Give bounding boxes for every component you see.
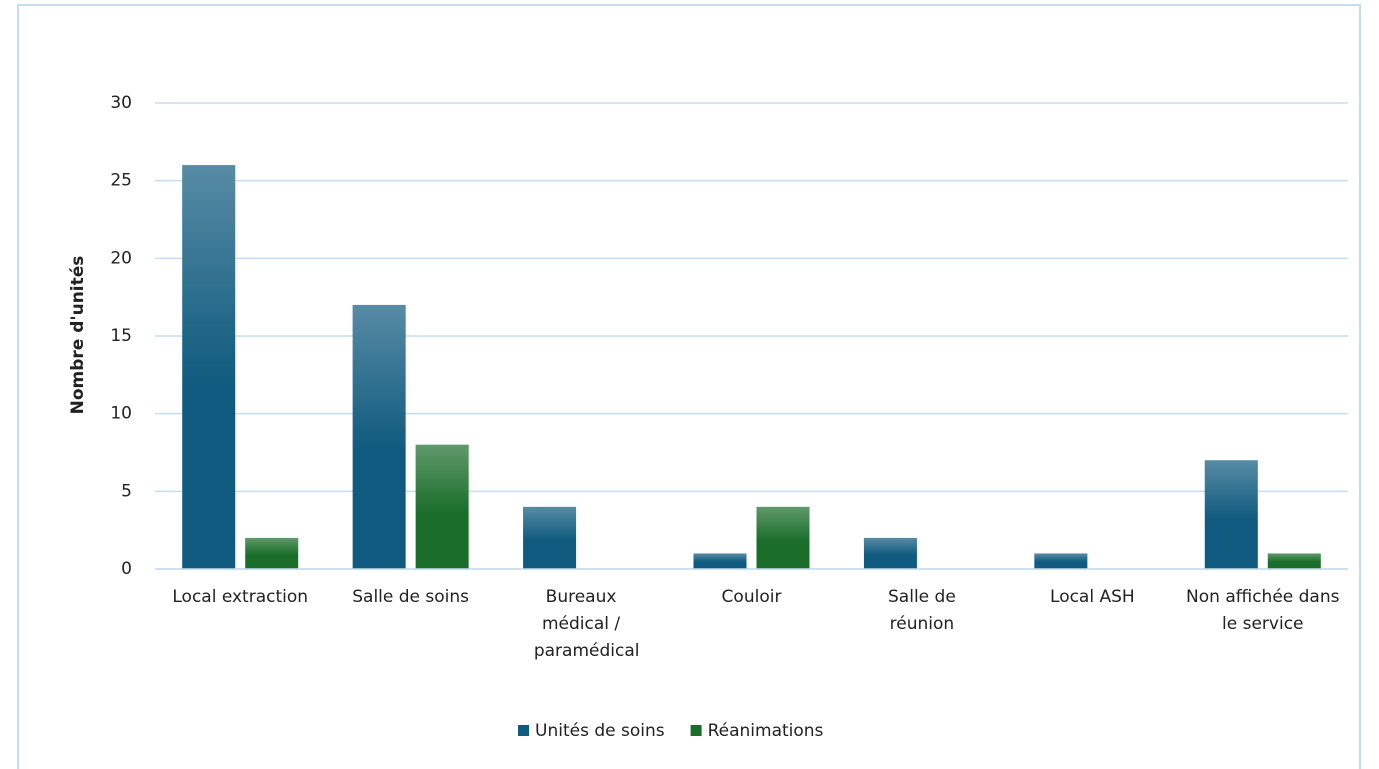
x-tick-label: Local extraction	[172, 587, 309, 607]
y-tick-label: 15	[110, 326, 132, 346]
y-tick-label: 20	[110, 248, 132, 268]
y-tick-label: 0	[121, 559, 132, 579]
bar-sheen	[415, 444, 469, 569]
x-tick-label: Bureaux médical / paramédical	[533, 587, 640, 661]
legend-swatch	[518, 725, 529, 736]
bar-sheen	[863, 537, 917, 569]
bar-sheen	[756, 506, 810, 569]
x-tick-label-box: Salle de réunion	[888, 587, 956, 634]
legend-swatch	[690, 725, 702, 736]
bar-sheen	[1034, 553, 1088, 569]
bar-sheen	[1267, 553, 1321, 569]
x-tick-label-box: Salle de soins	[352, 587, 470, 607]
bar-sheen	[1204, 460, 1258, 569]
x-tick-label-box: Non affichée dans le service	[1186, 587, 1340, 634]
x-tick-label-box: Couloir	[721, 587, 782, 607]
bar-sheen	[182, 165, 236, 569]
legend-label: Réanimations	[708, 721, 824, 741]
bar-sheen	[352, 304, 406, 569]
y-tick-label: 30	[110, 93, 132, 113]
bar-sheen	[693, 553, 747, 569]
x-tick-label: Local ASH	[1050, 587, 1135, 607]
bar-sheen	[245, 537, 299, 569]
x-tick-label: Non affichée dans le service	[1186, 587, 1340, 634]
x-tick-label: Salle de réunion	[888, 587, 956, 634]
x-tick-label: Couloir	[721, 587, 782, 607]
y-tick-label: 5	[121, 481, 132, 501]
y-axis-label: Nombre d'unités	[68, 256, 88, 415]
x-tick-label-box: Local extraction	[172, 587, 309, 607]
frame	[17, 4, 1361, 769]
y-tick-label: 10	[110, 404, 132, 424]
y-tick-label: 25	[110, 171, 132, 191]
x-tick-label-box: Bureaux médical / paramédical	[533, 587, 640, 661]
x-tick-label: Salle de soins	[352, 587, 470, 607]
bar-sheen	[523, 506, 577, 569]
legend-label: Unités de soins	[535, 721, 665, 741]
x-tick-label-box: Local ASH	[1050, 587, 1135, 607]
